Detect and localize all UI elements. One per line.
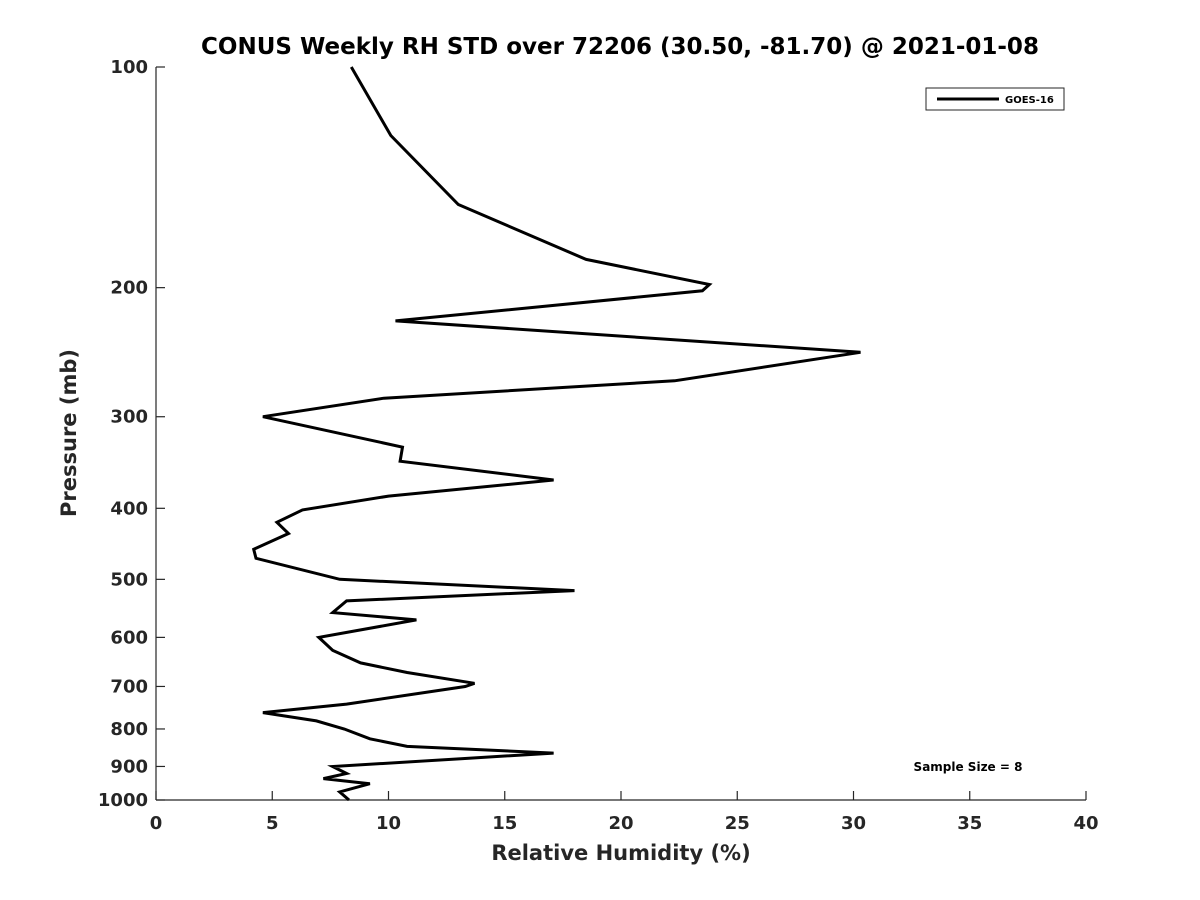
x-tick-label: 40 xyxy=(1073,813,1098,834)
x-ticks: 0 5 10 15 20 25 30 35 40 xyxy=(150,791,1099,834)
sample-size-annotation: Sample Size = 8 xyxy=(914,760,1023,774)
chart-title: CONUS Weekly RH STD over 72206 (30.50, -… xyxy=(201,34,1039,60)
x-tick-label: 20 xyxy=(608,813,633,834)
y-tick-label: 400 xyxy=(110,498,148,519)
y-tick-label: 600 xyxy=(110,627,148,648)
y-tick-label: 700 xyxy=(110,676,148,697)
y-tick-label: 800 xyxy=(110,719,148,740)
series-layer xyxy=(251,66,861,802)
legend: GOES-16 xyxy=(925,87,1065,111)
x-tick-label: 10 xyxy=(376,813,401,834)
y-tick-label: 200 xyxy=(110,278,148,299)
x-axis-label: Relative Humidity (%) xyxy=(491,841,750,865)
x-tick-label: 15 xyxy=(492,813,517,834)
legend-label-goes-16: GOES-16 xyxy=(1005,95,1054,106)
y-axis-label: Pressure (mb) xyxy=(57,349,81,517)
x-tick-label: 0 xyxy=(150,813,163,834)
x-tick-label: 25 xyxy=(725,813,750,834)
y-tick-label: 500 xyxy=(110,569,148,590)
y-ticks: 100 200 300 400 500 600 700 800 900 1000 xyxy=(98,57,165,811)
y-tick-label: 900 xyxy=(110,756,148,777)
series-line-goes-16 xyxy=(251,66,861,802)
x-tick-label: 30 xyxy=(841,813,866,834)
y-tick-label: 100 xyxy=(110,57,148,78)
y-tick-label: 300 xyxy=(110,407,148,428)
x-tick-label: 5 xyxy=(266,813,279,834)
x-tick-label: 35 xyxy=(957,813,982,834)
y-tick-label: 1000 xyxy=(98,790,148,811)
axes xyxy=(155,67,1086,801)
